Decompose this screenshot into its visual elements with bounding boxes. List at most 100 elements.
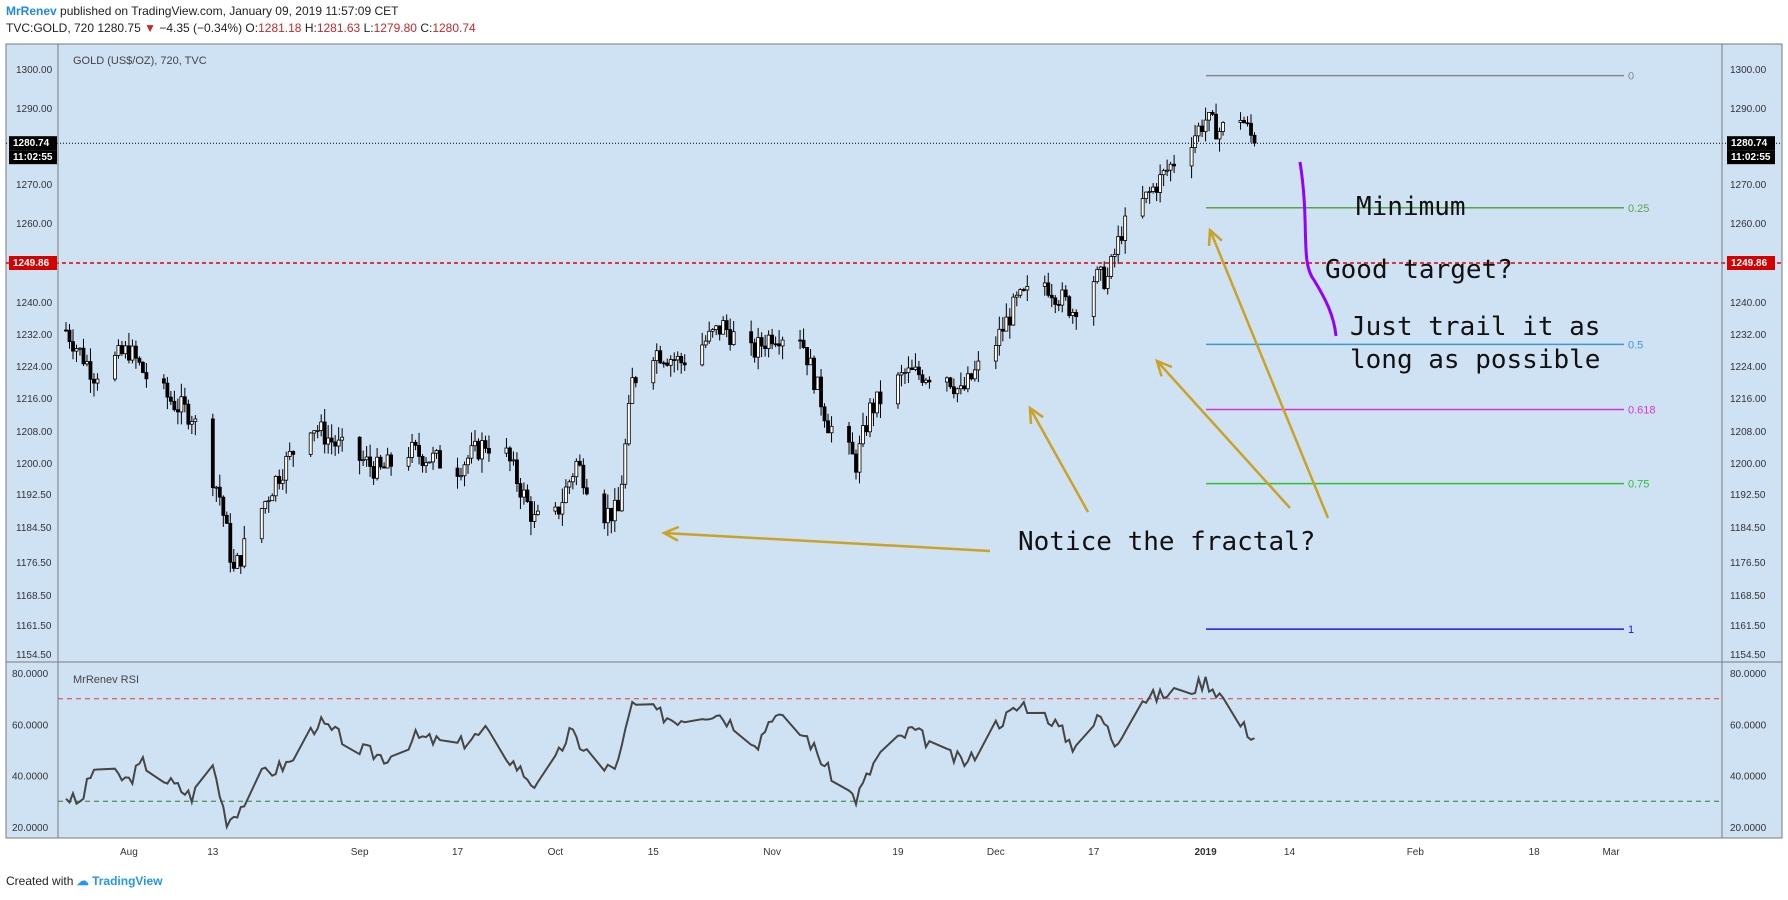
candle-body (1004, 316, 1009, 332)
candle-body (182, 396, 187, 405)
candle-body (214, 486, 219, 489)
candle-body (924, 379, 928, 383)
candle-body (951, 386, 956, 395)
candle-body (612, 499, 617, 522)
open-label: O: (245, 21, 259, 35)
current-price-tag-right-bg (1727, 136, 1775, 151)
candle-body (413, 441, 418, 446)
rsi-pane[interactable] (5, 661, 1783, 839)
price-tick-left: 1208.00 (16, 427, 53, 438)
fibonacci-retracement[interactable]: 0 0.25 0.5 0.618 0.75 1 (1206, 71, 1656, 637)
price-tick-right: 1232.00 (1730, 330, 1767, 341)
price-axis[interactable]: 1300.001300.001290.001290.001280.001280.… (9, 65, 1775, 661)
candle-body (721, 320, 726, 335)
rsi-tick-right: 20.0000 (1730, 823, 1767, 834)
price-tick-left: 1270.00 (16, 180, 53, 191)
candle-body (221, 496, 226, 516)
rsi-tick-left: 20.0000 (12, 823, 49, 834)
candle-body (619, 483, 624, 512)
candle-body (410, 441, 414, 458)
candle-body (868, 402, 872, 433)
candle-body (1165, 169, 1170, 172)
candle-body (329, 437, 334, 443)
candle-body (654, 350, 659, 362)
candle-body (1172, 163, 1177, 167)
time-tick: 18 (1529, 847, 1541, 858)
candle-body (1011, 296, 1016, 326)
time-tick: Aug (120, 847, 138, 858)
fractal-arrow-oct (663, 531, 991, 553)
price-tick-left: 1176.50 (16, 558, 52, 569)
annotation-good-target: Good target? (1325, 255, 1513, 285)
candle-body (1123, 215, 1128, 241)
candle-body (504, 447, 509, 454)
candle-body (427, 461, 432, 464)
candle-body (368, 456, 373, 467)
candle-body (522, 489, 526, 498)
candle-body (847, 425, 851, 443)
candle-body (584, 487, 589, 495)
candle-body (536, 510, 540, 515)
rsi-tick-left: 60.0000 (12, 720, 49, 731)
price-tick-left: 1154.50 (16, 650, 52, 661)
main-price-pane[interactable] (5, 43, 1783, 663)
candle-body (766, 334, 771, 349)
time-tick: 13 (207, 847, 219, 858)
candle-body (815, 376, 820, 390)
candle-body (777, 343, 782, 347)
candle-body (518, 483, 523, 498)
created-with-text: Created with (6, 874, 74, 888)
candle-body (668, 359, 673, 366)
candle-body (1116, 236, 1121, 255)
candle-body (1091, 281, 1096, 317)
candle-body (829, 425, 834, 434)
low-value: 1279.80 (373, 21, 417, 35)
tradingview-logo[interactable]: ☁ TradingView (76, 874, 163, 888)
candle-body (134, 345, 138, 359)
candle-body (602, 493, 607, 524)
candle-body (1049, 294, 1054, 299)
candle-body (88, 361, 93, 380)
candle-body (466, 457, 470, 466)
candle-body (326, 437, 331, 445)
rsi-tick-left: 40.0000 (12, 772, 49, 783)
candle-body (651, 360, 656, 384)
annotations[interactable]: Minimum Good target? Just trail it aslong … (661, 161, 1600, 557)
candle-body (962, 385, 967, 390)
candle-body (1214, 113, 1218, 140)
candle-body (235, 555, 240, 569)
candle-body (532, 514, 537, 522)
candle-body (623, 443, 628, 485)
rsi-line (65, 674, 1255, 831)
time-axis[interactable]: Aug 13 Sep 17 Oct 15 Nov 19 Dec 17 2019 14 Feb 18 Mar (120, 847, 1620, 858)
candle-body (752, 342, 757, 358)
price-tick-right: 1290.00 (1730, 104, 1767, 115)
support-tag-right-bg (1727, 256, 1775, 270)
fractal-arrow-dec-head (1155, 358, 1173, 377)
time-tick: 2019 (1194, 847, 1217, 858)
candle-body (385, 454, 390, 469)
candle-body (1018, 289, 1023, 296)
candle-body (913, 366, 918, 370)
candle-body (958, 385, 963, 390)
candle-body (137, 357, 142, 363)
candle-body (273, 476, 278, 497)
candle-body (487, 447, 491, 454)
fib-label-1: 1 (1628, 624, 1634, 636)
time-tick: Nov (763, 847, 781, 858)
annotation-fractal: Notice the fractal? (1018, 527, 1315, 557)
current-price-tag-left: 1280.74 (9, 136, 57, 151)
candle-body (756, 337, 761, 358)
fib-label-0.618: 0.618 (1628, 405, 1656, 417)
time-tick: Mar (1602, 847, 1620, 858)
candle-body (665, 362, 670, 366)
author-link[interactable]: MrRenev (6, 4, 57, 18)
candle-body (67, 329, 72, 343)
candle-body (703, 340, 708, 346)
candle-body (389, 454, 393, 467)
candle-body (92, 378, 96, 384)
current-price-tag-right: 1280.74 (1727, 136, 1775, 151)
candle-body (1014, 294, 1019, 298)
candle-body (560, 502, 565, 515)
